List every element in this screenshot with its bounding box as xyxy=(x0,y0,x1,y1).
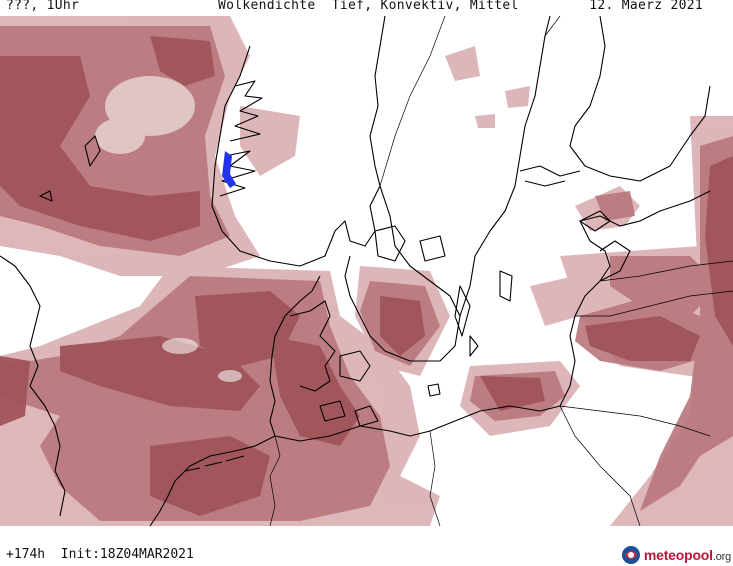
run-label: ???, 1Uhr xyxy=(6,0,80,13)
logo-text: meteopool.org xyxy=(644,547,731,563)
cloud-cover-layer xyxy=(0,16,733,526)
forecast-date: 12. Maerz 2021 xyxy=(589,0,703,13)
meteopool-logo[interactable]: meteopool.org xyxy=(621,544,731,566)
coastlines xyxy=(0,16,711,526)
weather-map xyxy=(0,16,733,526)
borders xyxy=(269,16,733,526)
lake-highlight xyxy=(222,151,236,188)
logo-globe-icon xyxy=(621,546,640,564)
map-title: Wolkendichte Tief, Konvektiv, Mittel xyxy=(218,0,519,13)
logo-brand: meteopool xyxy=(643,547,713,563)
forecast-init-label: +174h Init:18Z04MAR2021 xyxy=(6,547,194,562)
logo-tld: .org xyxy=(712,551,731,563)
